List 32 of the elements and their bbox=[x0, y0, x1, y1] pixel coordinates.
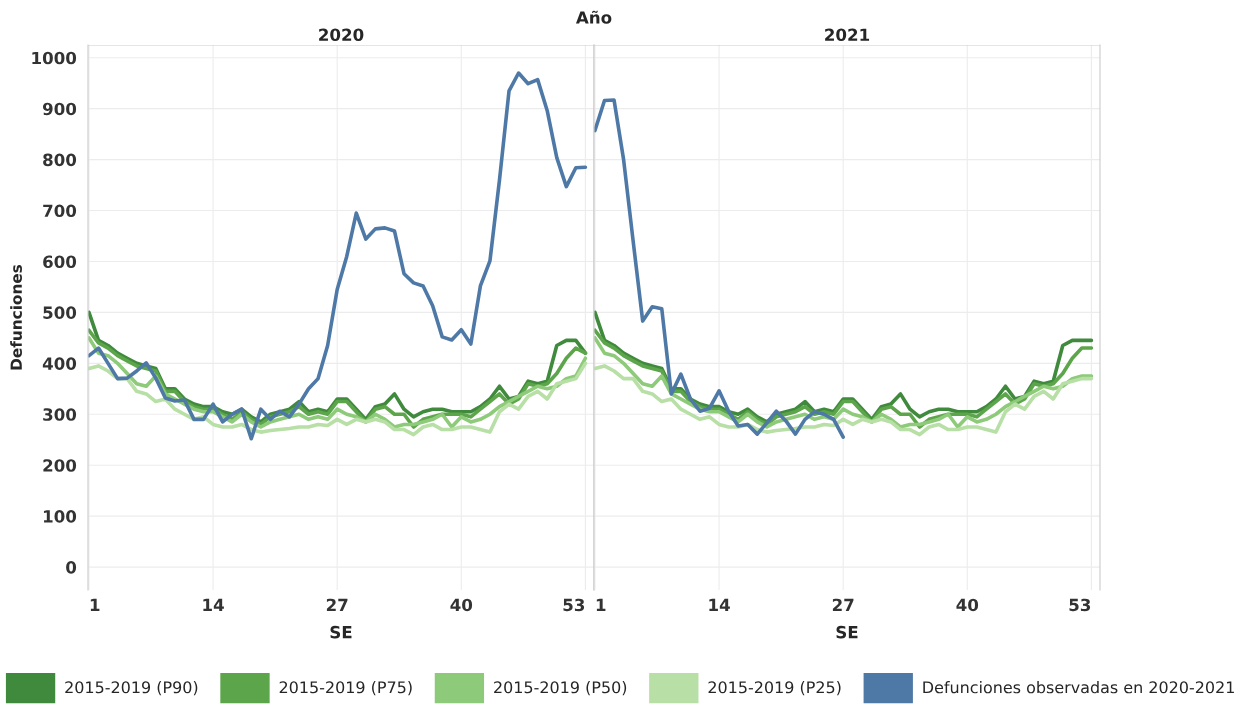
legend-label: Defunciones observadas en 2020-2021 bbox=[923, 680, 1234, 694]
legend-label: 2015-2019 (P75) bbox=[279, 681, 412, 696]
x-tick-label: 53 bbox=[1069, 598, 1091, 612]
legend-label: 2015-2019 (P90) bbox=[65, 681, 198, 696]
y-tick-label: 600 bbox=[43, 255, 77, 269]
x-tick-label: 14 bbox=[203, 598, 224, 611]
y-axis-title: Defunciones bbox=[10, 264, 22, 370]
x-tick-label: 1 bbox=[596, 598, 606, 611]
chart-subtitle: 2020 bbox=[319, 28, 364, 42]
y-tick-label: 200 bbox=[43, 459, 77, 472]
y-tick-label: 900 bbox=[42, 102, 77, 116]
legend-label: 2015-2019 (P50) bbox=[494, 681, 627, 696]
y-tick-label: 1000 bbox=[32, 51, 77, 65]
x-tick-label: 40 bbox=[956, 598, 979, 612]
chart-title: Año bbox=[575, 10, 612, 24]
chart-subtitle: 2021 bbox=[825, 28, 870, 42]
y-tick-label: 500 bbox=[43, 306, 77, 319]
x-tick-label: 27 bbox=[326, 598, 348, 611]
y-tick-label: 0 bbox=[66, 561, 77, 574]
x-tick-label: 53 bbox=[563, 598, 585, 612]
y-tick-label: 300 bbox=[43, 408, 77, 421]
y-tick-label: 800 bbox=[43, 153, 77, 167]
y-tick-label: 400 bbox=[42, 357, 77, 370]
x-tick-label: 14 bbox=[709, 598, 730, 611]
legend-label: 2015-2019 (P25) bbox=[708, 681, 841, 696]
x-axis-title: SE bbox=[330, 625, 352, 639]
x-tick-label: 40 bbox=[450, 598, 473, 612]
y-tick-label: 100 bbox=[43, 510, 77, 523]
y-tick-label: 700 bbox=[43, 204, 77, 218]
x-tick-label: 27 bbox=[832, 598, 854, 611]
x-axis-title: SE bbox=[836, 625, 858, 639]
x-tick-label: 1 bbox=[90, 598, 100, 611]
